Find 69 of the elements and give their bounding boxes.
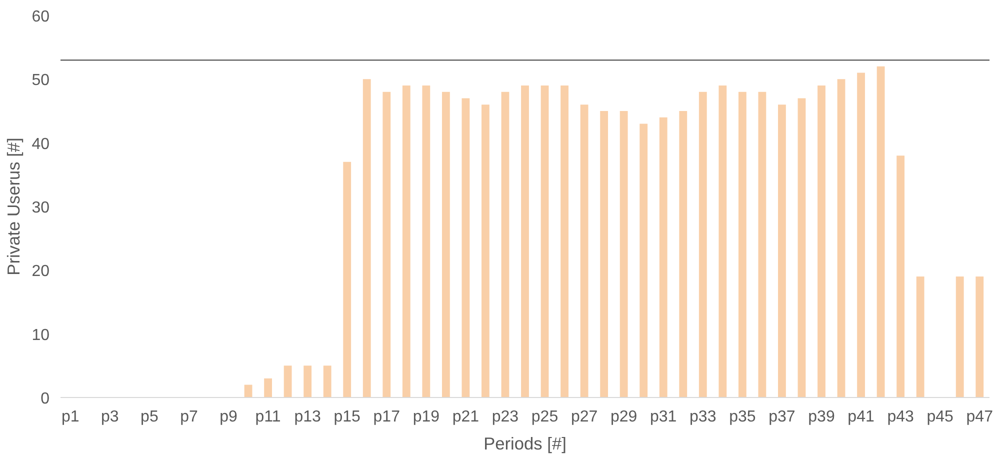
x-tick-label: p41 [848, 408, 874, 426]
bar [837, 79, 846, 398]
bar [362, 79, 371, 398]
x-tick-label: p19 [412, 408, 440, 426]
x-tick-label: p33 [690, 408, 716, 426]
y-tick-label: 30 [32, 200, 50, 216]
bar [540, 86, 549, 398]
bar [798, 98, 806, 398]
bar [600, 111, 608, 398]
bar [580, 104, 588, 398]
bar [778, 104, 786, 398]
bar [818, 86, 826, 398]
x-tick-label: p9 [220, 408, 238, 426]
bar [343, 162, 352, 398]
bar [857, 72, 865, 398]
bar [956, 276, 964, 398]
bar [679, 111, 688, 398]
bar [442, 92, 450, 398]
bar [382, 92, 391, 398]
bar [323, 366, 332, 398]
bar [482, 104, 490, 398]
x-tick-label: p27 [570, 408, 598, 426]
x-tick-label: p5 [140, 408, 158, 426]
bar [284, 366, 292, 398]
y-tick-label: 0 [40, 390, 50, 408]
y-tick-label: 20 [32, 263, 50, 280]
bar [698, 92, 707, 398]
x-tick-label: p1 [61, 408, 80, 426]
x-tick-label: p11 [255, 408, 281, 426]
y-tick-label: 50 [32, 72, 50, 90]
x-tick-label: p47 [966, 408, 994, 426]
bar [264, 378, 272, 398]
x-tick-label: p13 [294, 408, 322, 426]
x-tick-label: p45 [926, 408, 954, 426]
x-tick-label: p15 [334, 408, 361, 426]
x-tick-label: p43 [887, 408, 914, 426]
bar [659, 117, 668, 398]
x-axis-title: Periods [#] [484, 434, 566, 454]
bar [462, 98, 470, 398]
x-tick-label: p39 [808, 408, 835, 426]
x-tick-label: p29 [610, 408, 638, 426]
x-tick-label: p17 [373, 408, 400, 426]
x-tick-label: p21 [452, 408, 480, 426]
x-tick-label: p7 [180, 408, 198, 426]
bar [876, 66, 885, 398]
bar [521, 86, 529, 398]
y-tick-label: 60 [32, 8, 50, 26]
x-tick-label: p35 [729, 408, 756, 426]
x-tick-label: p3 [101, 408, 119, 426]
bar [620, 111, 628, 398]
bar [304, 366, 312, 398]
y-tick-label: 40 [32, 136, 50, 153]
bar [976, 276, 984, 398]
x-tick-label: p31 [650, 408, 677, 426]
bar [896, 156, 905, 398]
bar [758, 92, 766, 398]
bar [402, 86, 410, 398]
x-tick-label: p23 [492, 408, 519, 426]
bar [718, 86, 727, 398]
bar [640, 124, 648, 398]
x-tick-label: p25 [531, 408, 558, 426]
bar [916, 276, 924, 398]
bar [560, 86, 568, 398]
y-axis-title: Private Userus [#] [4, 138, 24, 276]
bar [422, 86, 430, 398]
y-tick-label: 10 [32, 326, 50, 344]
bar [501, 92, 510, 398]
x-tick-label: p37 [768, 408, 796, 426]
bar [738, 92, 746, 398]
